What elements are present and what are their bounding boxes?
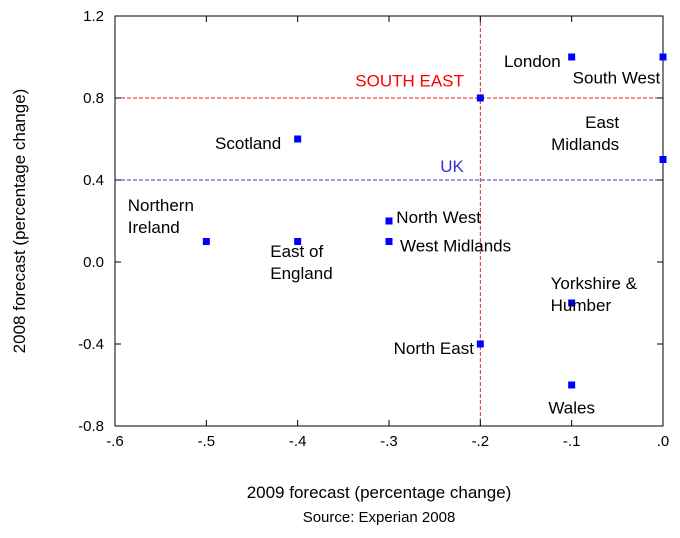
data-point-label: North East xyxy=(394,339,475,358)
data-point xyxy=(476,340,484,348)
data-point-label: Northern xyxy=(128,196,194,215)
data-point xyxy=(568,53,576,61)
data-point xyxy=(659,53,667,61)
y-tick-label: 1.2 xyxy=(83,8,104,25)
reference-lines: UK xyxy=(115,16,663,426)
x-tick-label: -.2 xyxy=(472,433,490,450)
x-tick-label: -.5 xyxy=(198,433,216,450)
data-point-label: East of xyxy=(270,242,323,261)
data-point-label: Wales xyxy=(548,399,595,418)
data-point-label: North West xyxy=(396,208,481,227)
data-point xyxy=(202,238,210,245)
data-point xyxy=(385,238,393,245)
data-points: South West London SOUTH EAST Scotland East Mi… xyxy=(128,52,667,418)
reference-line-label: UK xyxy=(440,157,464,176)
y-tick-label: 0.8 xyxy=(83,90,104,107)
y-axis-label: 2008 forecast (percentage change) xyxy=(10,89,29,354)
data-point-label: Humber xyxy=(551,296,612,315)
data-point xyxy=(568,381,576,389)
data-point xyxy=(476,94,484,102)
data-point xyxy=(294,238,302,245)
x-tick-label: -.1 xyxy=(563,433,581,450)
data-point-label: East xyxy=(585,113,619,132)
x-axis-label: 2009 forecast (percentage change) xyxy=(247,483,512,502)
x-axis: -.6 -.5 -.4 -.3 -.2 -.1 .0 xyxy=(106,16,669,450)
y-tick-label: -0.4 xyxy=(78,336,104,353)
x-tick-label: .0 xyxy=(657,433,670,450)
x-tick-label: -.3 xyxy=(380,433,398,450)
data-point-label: Yorkshire & xyxy=(551,274,638,293)
y-axis: -0.8 -0.4 0.0 0.4 0.8 1.2 xyxy=(78,8,663,435)
y-tick-label: -0.8 xyxy=(78,418,104,435)
data-point xyxy=(659,156,667,163)
data-point-label: South West xyxy=(573,69,661,88)
data-point-label: England xyxy=(270,264,332,283)
data-point-label: West Midlands xyxy=(400,237,511,256)
source-note: Source: Experian 2008 xyxy=(303,509,456,526)
data-point-label: Scotland xyxy=(215,134,281,153)
data-point xyxy=(294,135,302,143)
y-tick-label: 0.4 xyxy=(83,172,104,189)
x-tick-label: -.4 xyxy=(289,433,307,450)
data-point-label: SOUTH EAST xyxy=(355,72,464,91)
data-point-label: Midlands xyxy=(551,135,619,154)
data-point-label: Ireland xyxy=(128,218,180,237)
data-point-label: London xyxy=(504,52,561,71)
x-tick-label: -.6 xyxy=(106,433,124,450)
data-point xyxy=(385,217,393,225)
data-point xyxy=(568,299,576,307)
y-tick-label: 0.0 xyxy=(83,254,104,271)
